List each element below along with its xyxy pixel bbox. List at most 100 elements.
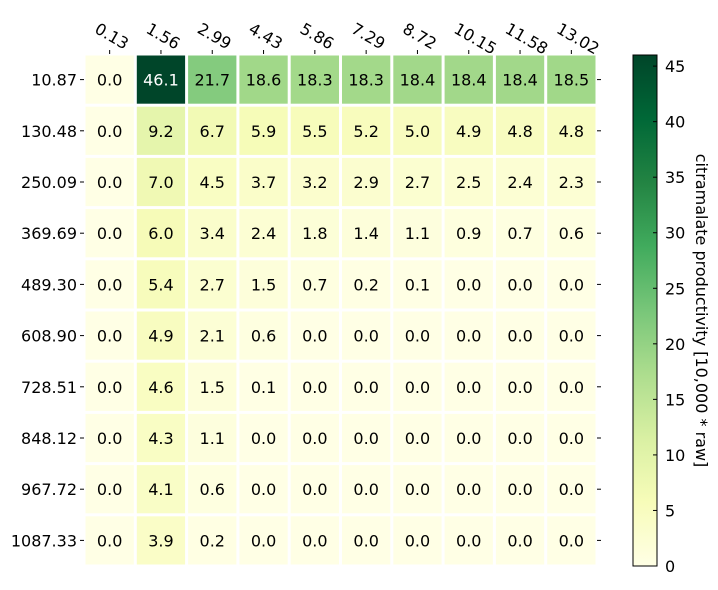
- cell-value-label-r2-c6: 2.7: [405, 173, 430, 192]
- x-axis: 0.13 1.56 2.99 4.43 5.86 7.29 8.72 10.15 11.58 13…: [92, 19, 603, 58]
- cell-value-label-r2-c7: 2.5: [456, 173, 481, 192]
- heatmap-cell-r5-c5: [342, 311, 391, 360]
- cell-value-label-r0-c4: 18.3: [297, 71, 333, 90]
- heatmap-cell-r3-c1: [136, 209, 186, 258]
- x-tick-label-2: 2.99: [194, 19, 234, 53]
- heatmap-cell-r1-c5: [342, 106, 391, 155]
- heatmap-cell-r6-c6: [393, 362, 442, 411]
- cell-value-label-r2-c5: 2.9: [353, 173, 378, 192]
- heatmap-cell-r2-c4: [290, 157, 339, 207]
- heatmap-cell-r1-c7: [444, 106, 493, 155]
- heatmap-cell-r1-c2: [188, 106, 237, 155]
- cell-value-label-r0-c6: 18.4: [400, 71, 436, 90]
- cell-value-label-r5-c6: 0.0: [405, 327, 430, 346]
- cell-value-label-r1-c0: 0.0: [97, 122, 122, 141]
- cell-value-label-r6-c2: 1.5: [200, 378, 225, 397]
- heatmap-cell-r4-c6: [393, 260, 442, 309]
- cell-value-label-r7-c5: 0.0: [353, 429, 378, 448]
- heatmap-cell-r0-c8: [495, 55, 545, 104]
- heatmap-cell-r5-c0: [85, 311, 134, 360]
- cell-value-label-r9-c9: 0.0: [559, 531, 584, 550]
- heatmap-cell-r2-c9: [547, 157, 596, 207]
- heatmap-cell-r0-c6: [393, 55, 442, 104]
- y-tick-label-0: 10.87: [31, 71, 77, 90]
- cell-value-label-r8-c5: 0.0: [353, 480, 378, 499]
- cell-value-label-r8-c3: 0.0: [251, 480, 276, 499]
- heatmap-cell-r8-c8: [495, 465, 545, 514]
- heatmap-cell-r3-c7: [444, 209, 493, 258]
- heatmap-cell-r7-c2: [188, 413, 237, 463]
- cell-value-label-r7-c8: 0.0: [507, 429, 532, 448]
- heatmap-cell-r9-c9: [547, 516, 596, 565]
- cell-value-label-r7-c1: 4.3: [148, 429, 173, 448]
- cell-value-label-r0-c5: 18.3: [348, 71, 384, 90]
- cell-value-label-r7-c3: 0.0: [251, 429, 276, 448]
- cell-value-label-r6-c9: 0.0: [559, 378, 584, 397]
- heatmap-cell-r3-c2: [188, 209, 237, 258]
- cell-value-label-r4-c9: 0.0: [559, 275, 584, 294]
- cell-value-label-r3-c1: 6.0: [148, 224, 173, 243]
- heatmap-cell-r5-c3: [239, 311, 288, 360]
- cell-value-label-r4-c6: 0.1: [405, 275, 430, 294]
- cell-value-label-r1-c2: 6.7: [200, 122, 225, 141]
- cell-value-label-r4-c0: 0.0: [97, 275, 122, 294]
- heatmap-cell-r6-c5: [342, 362, 391, 411]
- cell-value-label-r5-c7: 0.0: [456, 327, 481, 346]
- heatmap-cells: [85, 55, 596, 565]
- colorbar-tick-label-5: 25: [665, 279, 685, 298]
- cell-value-label-r8-c2: 0.6: [200, 480, 225, 499]
- cell-value-label-r6-c5: 0.0: [353, 378, 378, 397]
- y-tick-label-8: 967.72: [21, 480, 77, 499]
- cell-value-label-r1-c3: 5.9: [251, 122, 276, 141]
- heatmap-cell-r7-c5: [342, 413, 391, 463]
- cell-value-label-r5-c8: 0.0: [507, 327, 532, 346]
- cell-value-label-r7-c7: 0.0: [456, 429, 481, 448]
- y-tick-label-3: 369.69: [21, 224, 77, 243]
- cell-value-label-r3-c4: 1.8: [302, 224, 327, 243]
- cell-value-label-r9-c3: 0.0: [251, 531, 276, 550]
- cell-value-label-r3-c0: 0.0: [97, 224, 122, 243]
- y-axis: 10.87 130.48 250.09 369.69 489.30 608.90 728.5…: [11, 71, 601, 550]
- y-tick-label-9: 1087.33: [11, 531, 77, 550]
- colorbar-tick-label-9: 45: [665, 57, 685, 76]
- cell-value-label-r8-c7: 0.0: [456, 480, 481, 499]
- cell-value-label-r3-c3: 2.4: [251, 224, 276, 243]
- cell-value-label-r3-c2: 3.4: [200, 224, 225, 243]
- heatmap-cell-r7-c1: [136, 413, 186, 463]
- cell-value-label-r2-c2: 4.5: [200, 173, 225, 192]
- cell-value-label-r2-c3: 3.7: [251, 173, 276, 192]
- heatmap-cell-r9-c6: [393, 516, 442, 565]
- cell-value-label-r5-c0: 0.0: [97, 327, 122, 346]
- heatmap-cell-r3-c4: [290, 209, 339, 258]
- cell-value-label-r0-c2: 21.7: [194, 71, 230, 90]
- heatmap-cell-r9-c4: [290, 516, 339, 565]
- heatmap-cell-r1-c1: [136, 106, 186, 155]
- cell-value-label-r4-c3: 1.5: [251, 275, 276, 294]
- y-tick-label-7: 848.12: [21, 429, 77, 448]
- cell-value-label-r3-c5: 1.4: [353, 224, 378, 243]
- heatmap-cell-r7-c4: [290, 413, 339, 463]
- heatmap-cell-r1-c0: [85, 106, 134, 155]
- colorbar-tick-label-6: 30: [665, 224, 685, 243]
- x-tick-label-7: 10.15: [451, 19, 500, 58]
- cell-value-label-r0-c1: 46.1: [143, 71, 179, 90]
- heatmap-cell-r0-c9: [547, 55, 596, 104]
- cell-value-label-r1-c5: 5.2: [353, 122, 378, 141]
- heatmap-cell-r3-c8: [495, 209, 545, 258]
- cell-value-label-r4-c5: 0.2: [353, 275, 378, 294]
- cell-value-label-r5-c2: 2.1: [200, 327, 225, 346]
- cell-value-label-r8-c9: 0.0: [559, 480, 584, 499]
- heatmap-cell-r5-c6: [393, 311, 442, 360]
- x-tick-label-0: 0.13: [92, 19, 132, 53]
- cell-value-label-r9-c6: 0.0: [405, 531, 430, 550]
- cell-value-label-r5-c4: 0.0: [302, 327, 327, 346]
- heatmap-cell-r6-c0: [85, 362, 134, 411]
- cell-value-label-r9-c0: 0.0: [97, 531, 122, 550]
- heatmap-cell-r0-c3: [239, 55, 288, 104]
- cell-value-label-r4-c4: 0.7: [302, 275, 327, 294]
- heatmap-cell-r2-c7: [444, 157, 493, 207]
- cell-value-label-r0-c3: 18.6: [246, 71, 282, 90]
- cell-value-label-r6-c3: 0.1: [251, 378, 276, 397]
- cell-value-label-r7-c6: 0.0: [405, 429, 430, 448]
- x-tick-label-3: 4.43: [246, 19, 286, 53]
